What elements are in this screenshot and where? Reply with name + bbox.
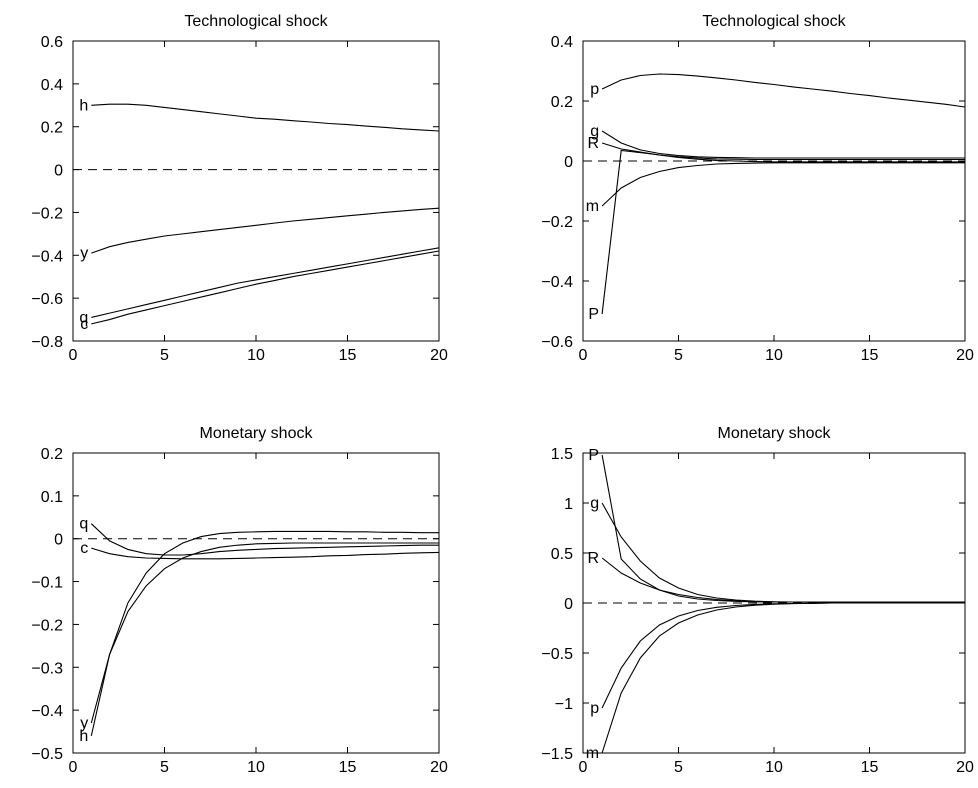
- y-tick-label: −0.2: [541, 214, 573, 231]
- y-tick-label: 1: [564, 496, 573, 513]
- y-tick-label: 0.2: [41, 446, 63, 463]
- y-tick-label: 0.4: [41, 77, 63, 94]
- series-line-R: [601, 142, 965, 161]
- y-tick-label: −0.5: [31, 746, 63, 763]
- y-tick-label: −0.6: [541, 334, 573, 351]
- series-line-c: [91, 547, 440, 560]
- series-label-g: g: [590, 495, 599, 512]
- x-tick-label: 10: [247, 347, 265, 364]
- series-line-p: [601, 602, 965, 709]
- series-line-y: [90, 542, 439, 724]
- x-tick-label: 15: [861, 347, 879, 364]
- x-tick-label: 0: [69, 347, 78, 364]
- x-tick-label: 5: [160, 347, 169, 364]
- y-tick-label: 0.2: [41, 120, 63, 137]
- x-tick-label: 10: [247, 759, 265, 776]
- x-tick-label: 5: [674, 759, 683, 776]
- x-tick-label: 20: [430, 347, 448, 364]
- x-tick-label: 0: [579, 347, 588, 364]
- series-line-m: [601, 162, 965, 207]
- panel-tech-right: Technological shock 0 5 10 15 20 −0.6 −0.4 −0.2…: [541, 13, 974, 364]
- series-line-h: [91, 103, 440, 132]
- panel-title: Monetary shock: [200, 425, 314, 442]
- y-tick-label: 0.1: [41, 489, 63, 506]
- axes-box: [582, 40, 966, 342]
- y-tick-label: −0.2: [31, 205, 63, 222]
- x-tick-label: 5: [674, 347, 683, 364]
- series-line-m: [601, 602, 965, 754]
- series-label-g: g: [590, 123, 599, 140]
- x-tick-label: 20: [956, 347, 974, 364]
- y-tick-label: 0.2: [551, 94, 573, 111]
- y-tick-label: −1: [555, 696, 573, 713]
- x-tick-label: 15: [339, 759, 357, 776]
- series-line-q: [91, 247, 440, 318]
- series-line-h: [90, 530, 439, 736]
- series-line-P: [601, 454, 965, 603]
- panel-title: Technological shock: [702, 13, 846, 30]
- y-tick-label: 0: [54, 163, 63, 180]
- series-line-y: [91, 207, 440, 254]
- y-tick-label: 0.6: [41, 34, 63, 51]
- series-line-R: [601, 557, 965, 603]
- y-tick-label: −0.1: [31, 575, 63, 592]
- y-tick-label: 1.5: [551, 446, 573, 463]
- series-line-q: [90, 523, 439, 556]
- x-tick-label: 5: [160, 759, 169, 776]
- y-tick-label: −0.3: [31, 660, 63, 677]
- y-tick-label: 0: [564, 154, 573, 171]
- series-line-g: [601, 130, 965, 159]
- series-label-h: h: [79, 97, 88, 114]
- series-label-q: q: [79, 309, 88, 326]
- x-tick-label: 0: [579, 759, 588, 776]
- x-tick-label: 20: [956, 759, 974, 776]
- series-label-y: y: [80, 245, 88, 262]
- series-label-P: P: [588, 447, 599, 464]
- panel-title: Monetary shock: [718, 425, 832, 442]
- y-tick-label: −0.6: [31, 291, 63, 308]
- series-line-g: [601, 502, 965, 603]
- series-label-h: h: [79, 728, 88, 745]
- series-line-P: [601, 149, 965, 315]
- panel-monetary-left: Monetary shock 0 5 10 15 20 −0.5 −0.4 −0.3 −0.2 −…: [31, 425, 448, 776]
- series-label-c: c: [80, 540, 88, 557]
- y-tick-label: 0: [564, 596, 573, 613]
- panel-monetary-right: Monetary shock 0 5 10 15 20 −1.5 −1 −0.5 0 0.5 1 1.…: [541, 425, 974, 776]
- series-line-p: [601, 73, 966, 108]
- y-tick-label: 0: [54, 532, 63, 549]
- series-label-R: R: [588, 550, 600, 567]
- y-tick-label: −0.5: [541, 646, 573, 663]
- series-line-c: [91, 250, 440, 325]
- x-tick-label: 0: [69, 759, 78, 776]
- y-tick-label: −0.4: [541, 274, 573, 291]
- y-tick-label: −0.2: [31, 617, 63, 634]
- series-label-p: p: [590, 700, 599, 717]
- x-tick-label: 20: [430, 759, 448, 776]
- x-tick-label: 10: [765, 347, 783, 364]
- x-tick-label: 15: [339, 347, 357, 364]
- y-tick-label: −0.4: [31, 703, 63, 720]
- series-label-P: P: [588, 306, 599, 323]
- series-label-q: q: [79, 516, 88, 533]
- x-tick-label: 15: [861, 759, 879, 776]
- series-label-p: p: [590, 81, 599, 98]
- series-label-R: R: [588, 135, 600, 152]
- y-tick-label: −0.8: [31, 334, 63, 351]
- panel-title: Technological shock: [184, 13, 328, 30]
- x-tick-label: 10: [765, 759, 783, 776]
- series-label-y: y: [80, 715, 88, 732]
- y-tick-label: 0.4: [551, 34, 573, 51]
- y-tick-label: 0.5: [551, 546, 573, 563]
- y-tick-label: −1.5: [541, 746, 573, 763]
- series-label-c: c: [80, 316, 88, 333]
- y-tick-label: −0.4: [31, 248, 63, 265]
- series-label-m: m: [586, 198, 599, 215]
- series-label-m: m: [586, 745, 599, 762]
- panel-tech-left: Technological shock 0 5 10 15 20 −0.8 −0.6 −0.4…: [31, 13, 448, 364]
- axes-box: [72, 40, 440, 342]
